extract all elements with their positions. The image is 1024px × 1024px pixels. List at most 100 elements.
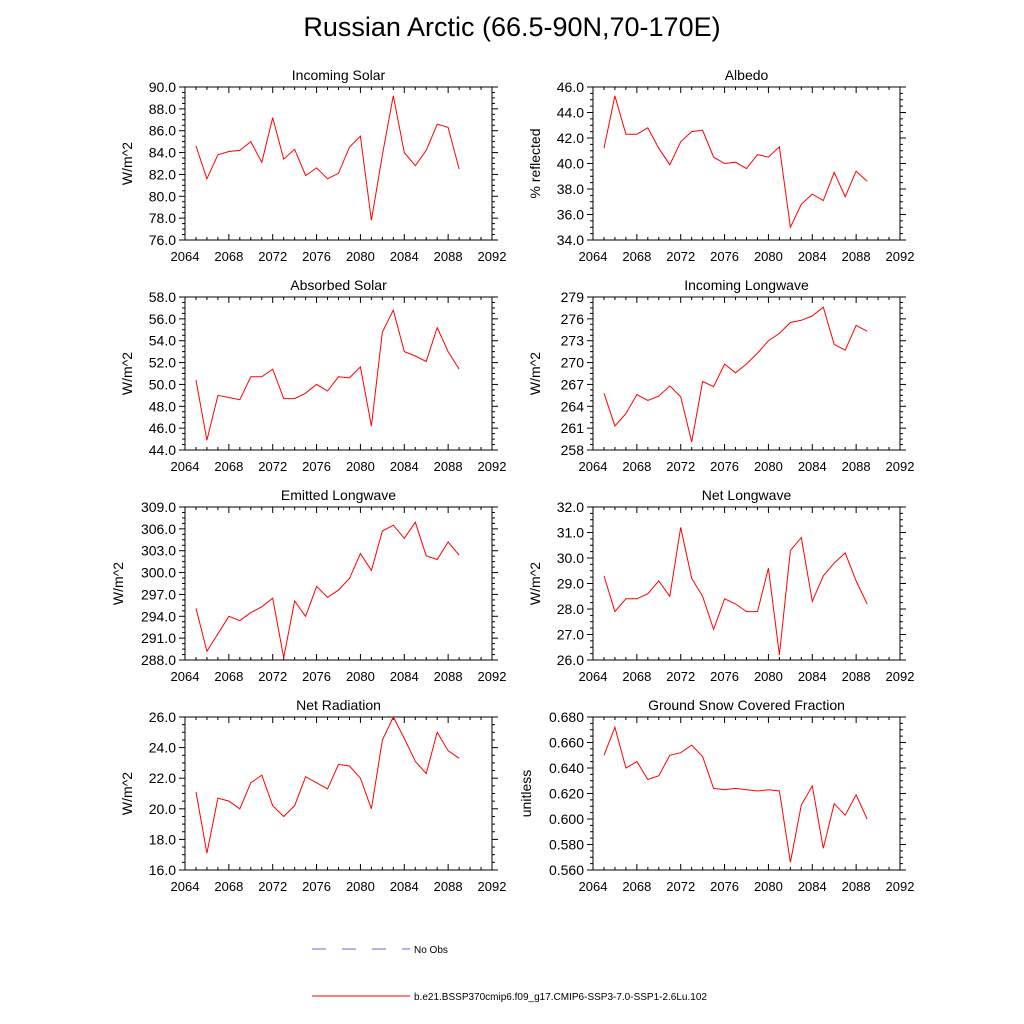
plot-frame [592, 506, 901, 661]
y-tick-label: 0.660 [549, 735, 584, 751]
x-tick-label: 2068 [214, 249, 243, 264]
x-tick-label: 2084 [390, 669, 419, 684]
y-tick-label: 0.620 [549, 786, 584, 802]
x-tick-label: 2092 [886, 249, 915, 264]
x-tick-label: 2072 [258, 249, 287, 264]
y-tick-label: 30.0 [557, 550, 584, 566]
x-tick-label: 2080 [346, 669, 375, 684]
x-tick-label: 2068 [622, 459, 651, 474]
y-tick-label: 27.0 [557, 627, 584, 643]
y-tick-label: 0.600 [549, 811, 584, 827]
panel-net-radiation: Net Radiation 2064 2068 2072 2076 2080 2084 208… [119, 697, 506, 894]
y-tick-label: 297.0 [141, 586, 176, 602]
y-tick-label: 42.0 [557, 130, 584, 146]
y-tick-label: 32.0 [557, 499, 584, 515]
y-tick-label: 306.0 [141, 521, 176, 537]
series-line [603, 95, 868, 230]
x-tick-label: 2076 [710, 669, 739, 684]
panel-incoming-longwave: Incoming Longwave 2064 2068 2072 2076 2080 208… [527, 277, 914, 474]
y-tick-label: 276 [561, 311, 585, 327]
x-tick-label: 2092 [886, 459, 915, 474]
plot-frame [184, 296, 493, 451]
x-tick-label: 2072 [258, 669, 287, 684]
series-line [603, 725, 868, 863]
x-tick-label: 2084 [798, 459, 827, 474]
y-tick-label: 54.0 [149, 333, 176, 349]
x-tick-label: 2088 [842, 459, 871, 474]
x-tick-label: 2084 [798, 879, 827, 894]
y-tick-label: 0.560 [549, 862, 584, 878]
x-tick-label: 2068 [214, 669, 243, 684]
y-tick-label: 258 [561, 442, 585, 458]
plot-frame [592, 716, 901, 871]
plot-frame [184, 86, 493, 241]
x-tick-label: 2072 [666, 879, 695, 894]
y-tick-label: 0.580 [549, 837, 584, 853]
x-tick-label: 2072 [666, 669, 695, 684]
series-line [195, 95, 460, 221]
legend: No Obs b.e21.BSSP370cmip6.f09_g17.CMIP6-S… [312, 945, 707, 1003]
x-tick-label: 2064 [171, 249, 200, 264]
x-tick-label: 2088 [842, 879, 871, 894]
y-tick-label: 267 [561, 376, 585, 392]
y-tick-label: 88.0 [149, 101, 176, 117]
y-tick-label: 86.0 [149, 123, 176, 139]
panel-albedo: Albedo 2064 2068 2072 2076 2080 2084 2088 2092 34… [527, 67, 914, 264]
y-tick-label: 52.0 [149, 355, 176, 371]
panel-title: Incoming Solar [292, 67, 386, 83]
series-line [195, 521, 460, 658]
y-tick-label: 44.0 [149, 442, 176, 458]
y-tick-label: 46.0 [149, 420, 176, 436]
y-tick-label: 0.640 [549, 760, 584, 776]
y-tick-label: 40.0 [557, 156, 584, 172]
x-tick-label: 2080 [754, 669, 783, 684]
panel-title: Net Radiation [296, 697, 381, 713]
x-tick-label: 2072 [666, 459, 695, 474]
x-tick-label: 2080 [754, 249, 783, 264]
y-tick-label: 264 [561, 398, 585, 414]
plot-frame [184, 506, 493, 661]
x-tick-label: 2088 [434, 459, 463, 474]
y-axis-label: W/m^2 [527, 352, 543, 395]
y-axis-label: W/m^2 [119, 142, 135, 185]
y-tick-label: 38.0 [557, 181, 584, 197]
y-tick-label: 309.0 [141, 499, 176, 515]
x-tick-label: 2076 [302, 879, 331, 894]
x-tick-label: 2088 [434, 669, 463, 684]
x-tick-label: 2076 [710, 879, 739, 894]
y-tick-label: 44.0 [557, 105, 584, 121]
x-tick-label: 2068 [214, 879, 243, 894]
panel-title: Albedo [725, 67, 769, 83]
x-tick-label: 2092 [886, 879, 915, 894]
y-tick-label: 28.0 [557, 601, 584, 617]
x-tick-label: 2084 [390, 249, 419, 264]
y-tick-label: 22.0 [149, 770, 176, 786]
y-tick-label: 34.0 [557, 232, 584, 248]
x-tick-label: 2064 [171, 879, 200, 894]
plot-frame [592, 296, 901, 451]
x-tick-label: 2064 [171, 459, 200, 474]
y-tick-label: 300.0 [141, 565, 176, 581]
x-tick-label: 2076 [710, 459, 739, 474]
panel-title: Net Longwave [702, 487, 792, 503]
x-tick-label: 2088 [434, 879, 463, 894]
y-tick-label: 46.0 [557, 79, 584, 95]
panel-emitted-longwave: Emitted Longwave 2064 2068 2072 2076 2080 2084… [110, 487, 506, 684]
x-tick-label: 2088 [842, 249, 871, 264]
y-tick-label: 50.0 [149, 376, 176, 392]
panel-incoming-solar: Incoming Solar 2064 2068 2072 2076 2080 2084 20… [119, 67, 506, 264]
figure-title: Russian Arctic (66.5-90N,70-170E) [303, 12, 721, 42]
x-tick-label: 2072 [258, 459, 287, 474]
x-tick-label: 2084 [798, 249, 827, 264]
y-tick-label: 18.0 [149, 831, 176, 847]
panel-title: Emitted Longwave [281, 487, 396, 503]
x-tick-label: 2080 [754, 879, 783, 894]
x-tick-label: 2076 [710, 249, 739, 264]
x-tick-label: 2084 [390, 879, 419, 894]
x-tick-label: 2092 [886, 669, 915, 684]
y-axis-label: % reflected [527, 128, 543, 198]
y-tick-label: 26.0 [149, 709, 176, 725]
x-tick-label: 2092 [478, 459, 507, 474]
